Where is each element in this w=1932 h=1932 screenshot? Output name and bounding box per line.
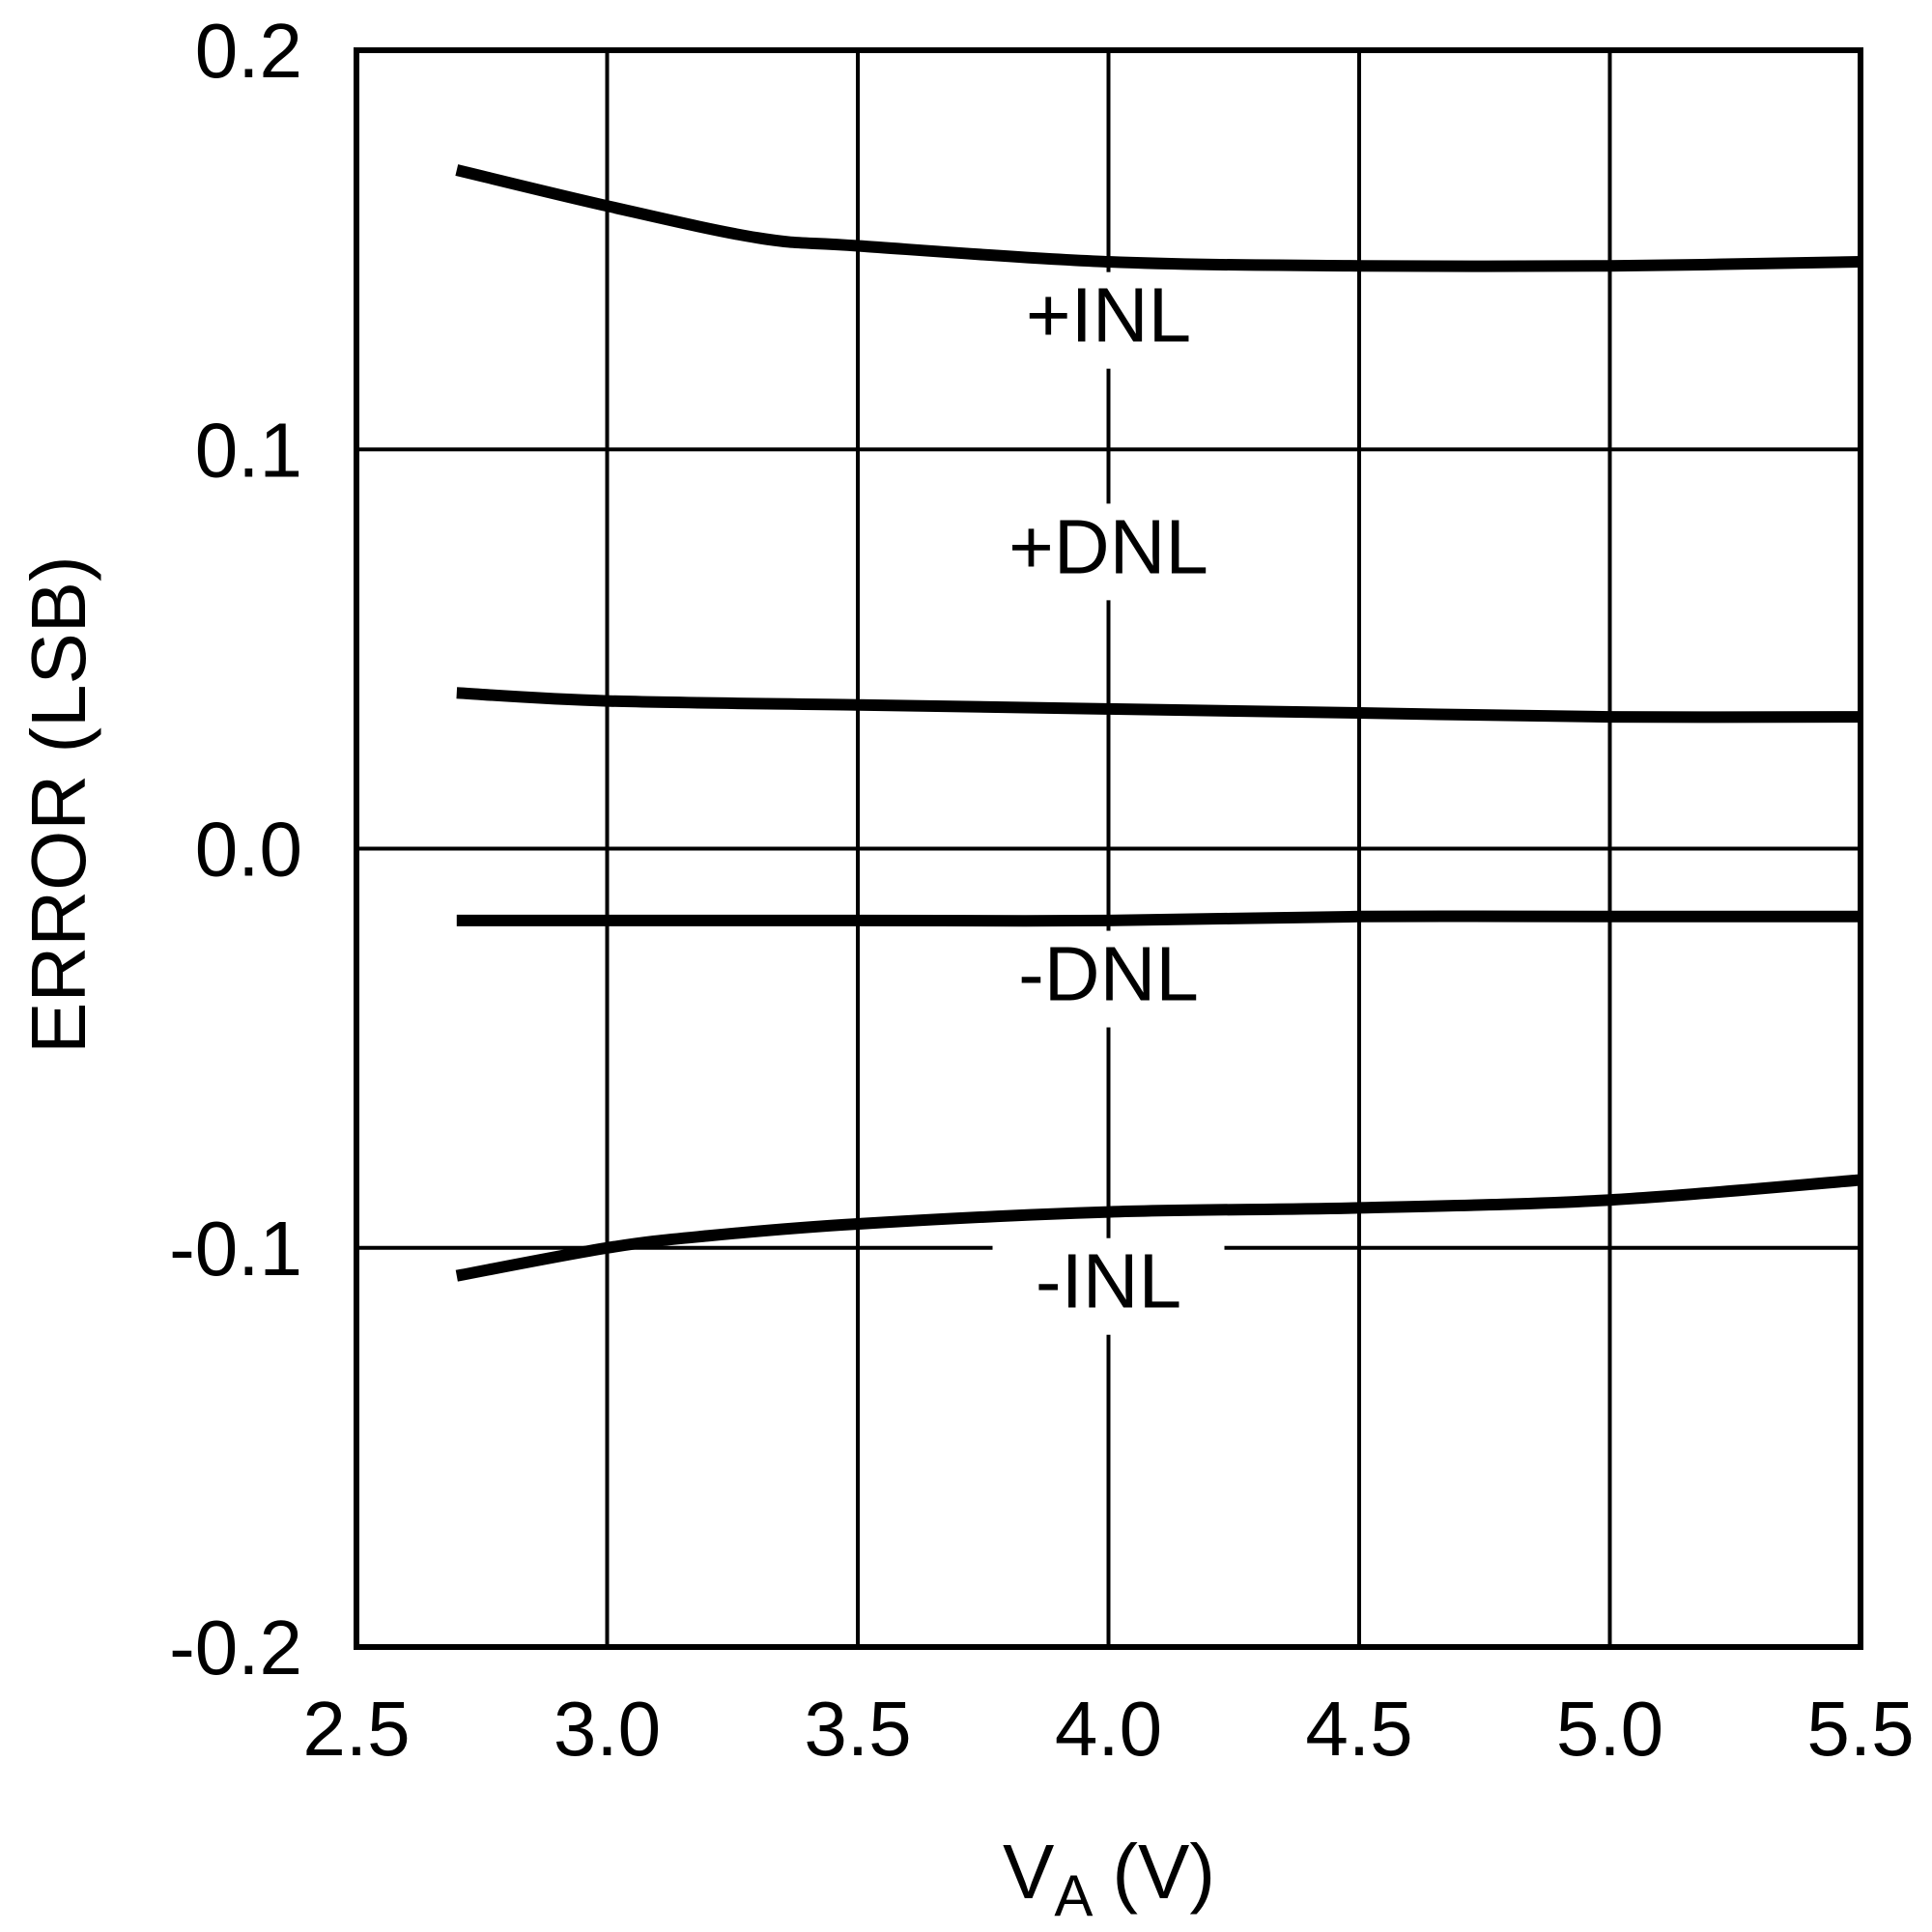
- x-axis-title: VA (V): [1003, 1829, 1215, 1928]
- series-label-2: -DNL: [1018, 931, 1199, 1017]
- x-tick-label-0: 2.5: [302, 1686, 410, 1772]
- plot-frame: [354, 47, 1863, 1650]
- series-label-0: +INL: [1026, 272, 1191, 358]
- y-tick-label-2: 0.0: [195, 807, 302, 893]
- series-label-bg-1: [992, 503, 1225, 601]
- x-tick-label-1: 3.0: [554, 1686, 661, 1772]
- y-tick-labels: -0.2 -0.1 0.0 0.1 0.2: [169, 8, 302, 1690]
- y-tick-label-3: 0.1: [195, 407, 302, 493]
- series-line-1: [456, 687, 1861, 724]
- y-tick-label-4: 0.2: [195, 8, 302, 94]
- y-tick-label-1: -0.1: [169, 1206, 302, 1292]
- x-tick-label-6: 5.5: [1806, 1686, 1914, 1772]
- x-tick-labels: 2.5 3.0 3.5 4.0 4.5 5.0 5.5: [302, 1686, 1914, 1772]
- series-label-bg-3: [992, 1237, 1225, 1335]
- series-label-3: -INL: [1036, 1238, 1181, 1324]
- y-tick-label-0: -0.2: [169, 1605, 302, 1690]
- series-curves: [455, 164, 1861, 1282]
- series-line-0: [455, 164, 1861, 272]
- x-tick-label-2: 3.5: [804, 1686, 911, 1772]
- x-axis-title-subscript: A: [1054, 1863, 1093, 1928]
- x-axis-title-main: V: [1003, 1829, 1055, 1915]
- series-label-bg-2: [992, 930, 1225, 1028]
- series-label-1: +DNL: [1009, 503, 1208, 589]
- x-tick-label-5: 5.0: [1556, 1686, 1663, 1772]
- x-axis-title-unit: (V): [1112, 1829, 1215, 1915]
- series-line-2: [456, 910, 1861, 927]
- x-tick-label-3: 4.0: [1055, 1686, 1162, 1772]
- y-axis-title: ERROR (LSB): [15, 555, 101, 1054]
- series-label-bg-0: [992, 271, 1225, 369]
- series-labels: +INL +DNL -DNL -INL: [992, 271, 1225, 1335]
- series-line-3: [455, 1174, 1861, 1282]
- x-tick-label-4: 4.5: [1305, 1686, 1412, 1772]
